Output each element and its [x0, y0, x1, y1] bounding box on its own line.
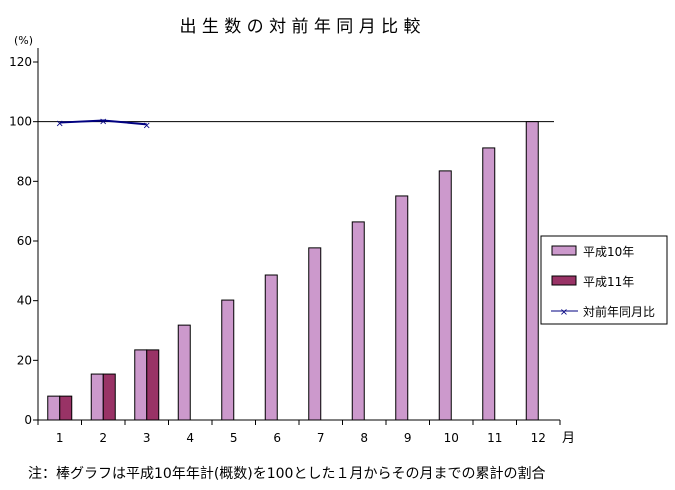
legend-label: 平成11年: [583, 275, 634, 289]
y-tick-label: 100: [9, 115, 32, 129]
y-axis-label: (%): [14, 34, 33, 47]
y-tick-label: 120: [9, 55, 32, 69]
x-axis-label: 月: [562, 431, 575, 446]
x-tick-label: 4: [186, 431, 194, 445]
y-tick-label: 40: [17, 294, 32, 308]
x-tick-label: 12: [531, 431, 546, 445]
line-marker: ×: [143, 120, 151, 131]
x-tick-label: 3: [143, 431, 151, 445]
y-tick-label: 80: [17, 174, 32, 188]
bar-h10: [221, 299, 235, 421]
legend-swatch: [551, 275, 577, 286]
x-tick-label: 2: [99, 431, 107, 445]
bar-h10: [90, 373, 104, 421]
x-tick-label: 5: [230, 431, 238, 445]
legend-label: 対前年同月比: [583, 304, 655, 319]
y-tick-label: 20: [17, 353, 32, 367]
bar-h11: [59, 395, 73, 421]
bar-h10: [395, 195, 409, 421]
x-tick-label: 7: [317, 431, 325, 445]
bar-h10: [134, 349, 148, 421]
bar-h11: [146, 349, 160, 421]
y-tick-label: 0: [24, 413, 32, 427]
bar-h10: [525, 121, 539, 421]
x-tick-label: 6: [273, 431, 281, 445]
y-tick-label: 60: [17, 234, 32, 248]
x-tick-label: 9: [404, 431, 412, 445]
chart-title: 出 生 数 の 対 前 年 同 月 比 較: [179, 17, 420, 37]
legend-label: 平成10年: [583, 245, 634, 259]
line-yoy: [59, 119, 147, 126]
bar-h10: [264, 274, 278, 421]
bar-h11: [102, 373, 116, 421]
legend-marker: ×: [560, 307, 568, 318]
line-marker: ×: [99, 116, 107, 127]
line-marker: ×: [56, 119, 64, 130]
x-tick-label: 8: [360, 431, 368, 445]
legend-swatch: [551, 245, 577, 256]
bar-h10: [438, 170, 452, 421]
bar-h10: [308, 247, 322, 421]
x-tick-label: 1: [56, 431, 64, 445]
bar-h10: [351, 221, 365, 421]
bar-h10: [177, 324, 191, 421]
bar-h10: [47, 395, 61, 421]
x-tick-label: 10: [444, 431, 459, 445]
bar-h10: [482, 147, 496, 421]
x-tick-label: 11: [487, 431, 502, 445]
chart-note: 注：棒グラフは平成10年年計(概数)を100とした１月からその月までの累計の割合: [28, 465, 545, 482]
